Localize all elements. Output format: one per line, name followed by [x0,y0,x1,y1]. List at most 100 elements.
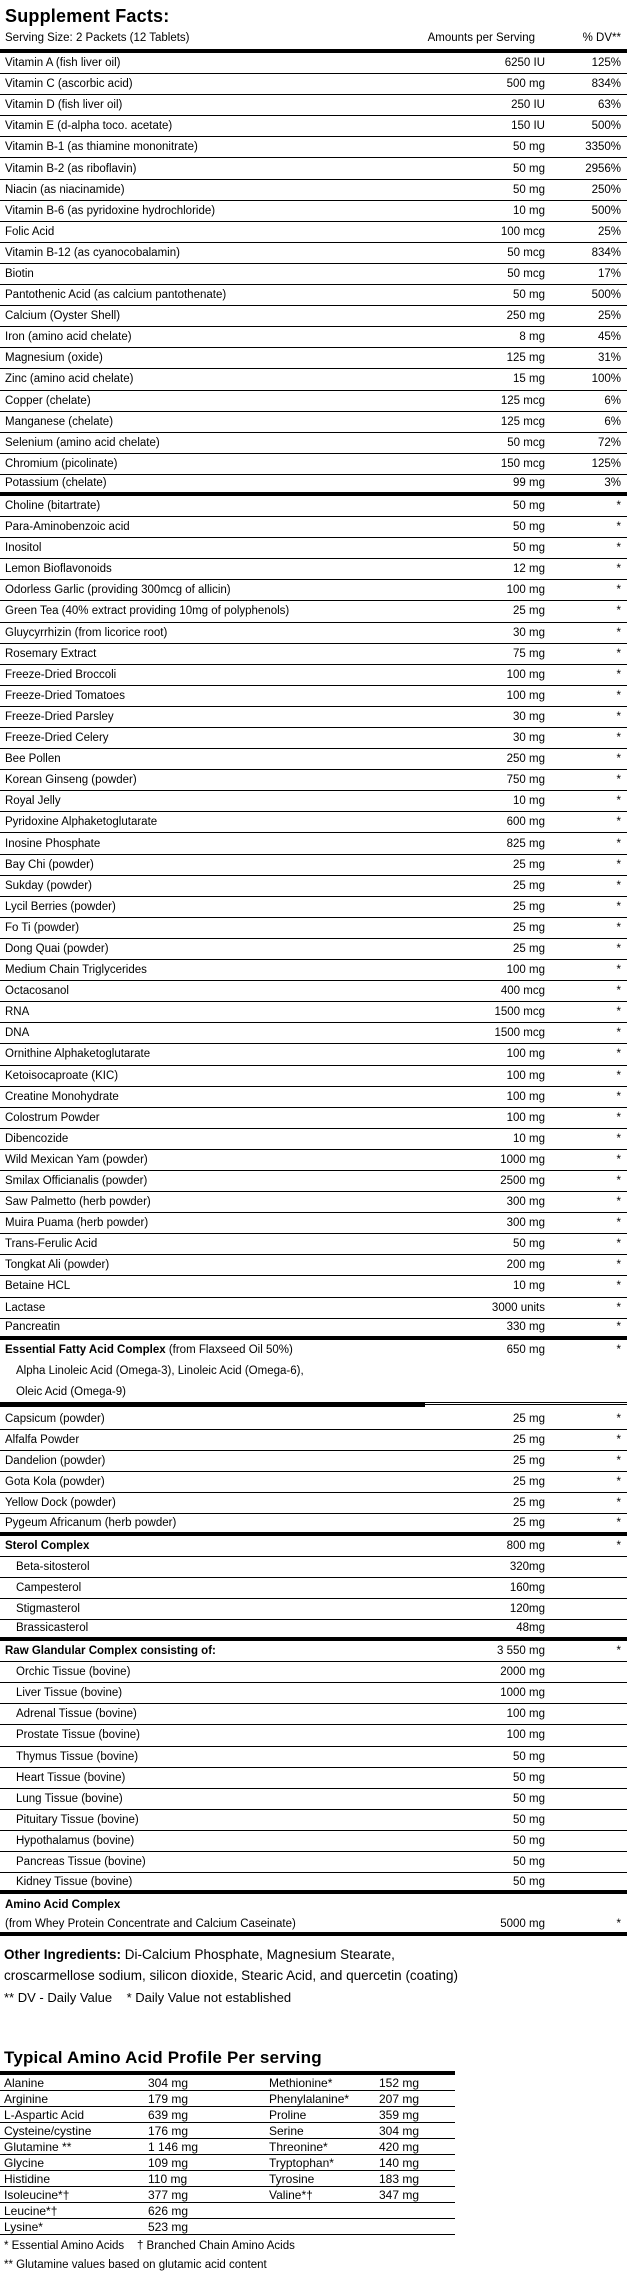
dv-value: 72% [597,436,621,449]
table-row: Vitamin E (d-alpha toco. acetate) 150 IU 5… [0,116,627,138]
ingredient-name: Smilax Officianalis (powder) [5,1175,148,1188]
ingredient-name: Selenium (amino acid chelate) [5,436,160,449]
table-row: Stigmasterol 120mg [0,1599,627,1620]
amino-footnote-2: ** Glutamine values based on glutamic ac… [4,2259,267,2272]
table-row: Vitamin D (fish liver oil) 250 IU 63% [0,95,627,117]
amounts-column-header: Amounts per Serving [427,32,535,44]
table-row: Rosemary Extract 75 mg * [0,644,627,665]
dv-value: * [616,921,621,934]
amount-value: 160mg [509,1581,545,1594]
amount-value: 10 mg [513,204,545,217]
dv-value: 2956% [585,162,621,175]
table-row: Odorless Garlic (providing 300mcg of all… [0,580,627,602]
dv-value: * [616,1301,621,1314]
table-row: Betaine HCL 10 mg * [0,1276,627,1298]
amount-value: 100 mg [506,689,545,702]
amino-amount: 176 mg [148,2123,189,2138]
amount-value: 50 mcg [507,436,545,449]
dv-value: * [616,1048,621,1061]
amount-value: 12 mg [513,563,545,576]
ingredient-name: Dibencozide [5,1132,69,1145]
dv-value: 100% [591,373,621,386]
table-row: Colostrum Powder 100 mg * [0,1108,627,1129]
dv-value: * [616,985,621,998]
ingredient-name: Trans-Ferulic Acid [5,1238,98,1251]
ingredient-name: Vitamin B-12 (as cyanocobalamin) [5,246,180,259]
ingredient-name: Sukday (powder) [5,879,92,892]
dv-value: * [616,563,621,576]
table-row: Amino Acid Complex [0,1894,627,1915]
amino-amount: 420 mg [379,2139,420,2154]
amount-value: 25 mg [513,942,545,955]
table-row: Vitamin B-2 (as riboflavin) 50 mg 2956% [0,158,627,180]
table-row: DNA 1500 mcg * [0,1023,627,1045]
amino-name: Tyrosine [269,2171,315,2186]
dv-value: * [616,879,621,892]
ingredient-name: Adrenal Tissue (bovine) [16,1708,137,1721]
ingredient-name: Amino Acid Complex [5,1898,121,1911]
table-row: Creatine Monohydrate 100 mg * [0,1087,627,1108]
ingredient-name: Octacosanol [5,985,69,998]
ingredient-name: Medium Chain Triglycerides [5,964,147,977]
dv-value: 250% [591,183,621,196]
ingredient-name: Raw Glandular Complex consisting of: [5,1645,216,1658]
amount-value: 25 mg [513,879,545,892]
amount-value: 800 mg [506,1539,545,1552]
amount-value: 25 mg [513,1476,545,1489]
amount-value: 50 mg [513,500,545,513]
amino-amount: 183 mg [379,2171,420,2186]
ingredient-name: Inositol [5,542,42,555]
amino-row: Arginine 179 mg Phenylalanine* 207 mg [0,2091,455,2108]
dv-value: * [616,1217,621,1230]
amount-value: 8 mg [519,331,545,344]
dv-value: * [616,1259,621,1272]
amount-value: 50 mg [513,1771,545,1784]
table-row: Brassicasterol 48mg [0,1620,627,1642]
table-row: Inositol 50 mg * [0,538,627,560]
table-row: Bee Pollen 250 mg * [0,749,627,771]
amount-value: 650 mg [506,1344,545,1357]
page-title: Supplement Facts: [5,6,170,26]
amount-value: 100 mcg [500,225,545,238]
dv-value: * [616,1517,621,1530]
dv-value: 6% [604,394,621,407]
table-row: Gota Kola (powder) 25 mg * [0,1472,627,1494]
amount-value: 1500 mcg [494,1006,545,1019]
ingredient-name: Pyridoxine Alphaketoglutarate [5,816,158,829]
ingredient-name: Heart Tissue (bovine) [16,1771,126,1784]
ingredient-name: Korean Ginseng (powder) [5,774,137,787]
table-row: RNA 1500 mcg * [0,1002,627,1024]
amino-row: Histidine 110 mg Tyrosine 183 mg [0,2171,455,2188]
amino-amount: 110 mg [148,2171,188,2186]
amount-value: 50 mg [513,1834,545,1847]
amount-value: 50 mg [513,162,545,175]
ingredient-name: Ornithine Alphaketoglutarate [5,1048,151,1061]
amino-amount: 523 mg [148,2219,189,2234]
table-row: Green Tea (40% extract providing 10mg of… [0,601,627,623]
table-row: Essential Fatty Acid Complex (from Flaxs… [0,1340,627,1361]
amount-value: 25 mg [513,1517,545,1530]
table-row: Tongkat Ali (powder) 200 mg * [0,1255,627,1277]
dv-value: * [616,1069,621,1082]
ingredient-name: Freeze-Dried Tomatoes [5,689,125,702]
amount-value: 300 mg [506,1217,545,1230]
ingredient-name: Lemon Bioflavonoids [5,563,112,576]
table-row: Alpha Linoleic Acid (Omega-3), Linoleic … [0,1361,627,1382]
ingredient-name: Stigmasterol [16,1602,80,1615]
amino-name: Glycine [4,2155,45,2170]
ingredient-name: Vitamin C (ascorbic acid) [5,78,133,91]
amino-name: Lysine* [4,2219,43,2234]
table-row: Dong Quai (powder) 25 mg * [0,939,627,961]
ingredient-name: Green Tea (40% extract providing 10mg of… [5,605,290,618]
ingredient-name: Para-Aminobenzoic acid [5,521,130,534]
amount-value: 25 mg [513,921,545,934]
amino-row: Leucine*† 626 mg [0,2203,455,2220]
ingredient-name: Kidney Tissue (bovine) [16,1875,133,1888]
ingredient-name: Iron (amino acid chelate) [5,331,132,344]
amino-row: L-Aspartic Acid 639 mg Proline 359 mg [0,2107,455,2124]
amino-name: Phenylalanine* [269,2091,350,2106]
dv-value: * [616,1196,621,1209]
table-row: Freeze-Dried Celery 30 mg * [0,728,627,750]
dv-value: 500% [591,204,621,217]
